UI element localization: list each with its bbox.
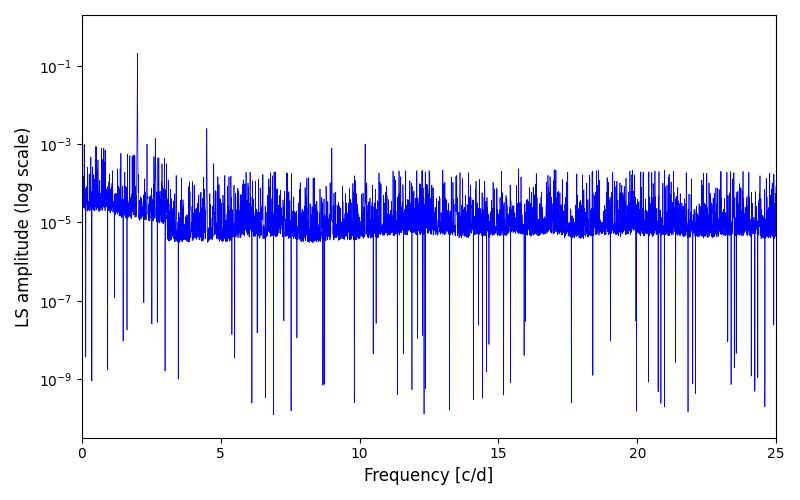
Y-axis label: LS amplitude (log scale): LS amplitude (log scale) bbox=[15, 126, 33, 326]
X-axis label: Frequency [c/d]: Frequency [c/d] bbox=[364, 467, 494, 485]
